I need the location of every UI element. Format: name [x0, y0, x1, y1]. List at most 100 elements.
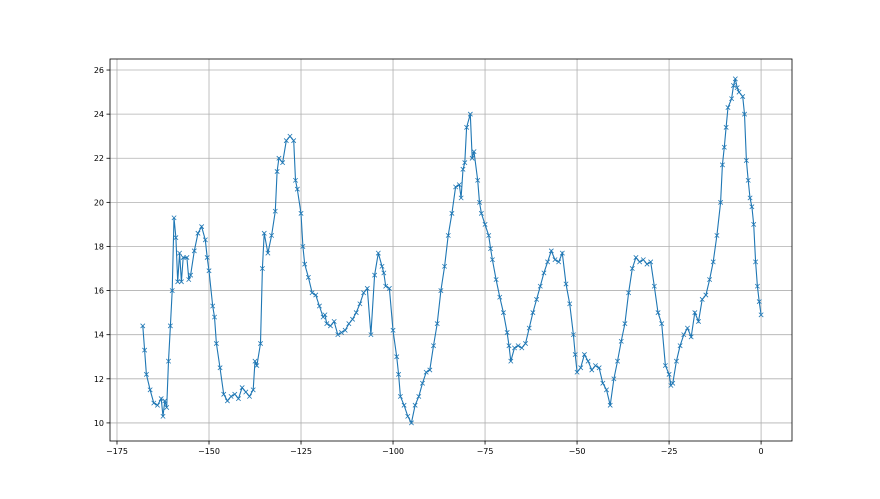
grid [110, 59, 792, 441]
data-point-marker [143, 371, 149, 377]
data-point-marker [489, 257, 495, 263]
data-point-marker [162, 398, 168, 404]
data-point-marker [269, 232, 275, 238]
data-point-marker [394, 354, 400, 360]
data-point-marker [232, 391, 238, 397]
x-tick-label: −25 [661, 447, 678, 456]
data-point-marker [730, 82, 736, 88]
data-point-marker [191, 248, 197, 254]
data-point-marker [324, 321, 330, 327]
data-point-marker [548, 248, 554, 254]
x-tick-label: 0 [759, 447, 764, 456]
data-point-marker [202, 237, 208, 243]
data-point-marker [662, 363, 668, 369]
data-point-marker [247, 393, 252, 399]
data-point-marker [250, 387, 256, 393]
data-point-marker [749, 204, 755, 210]
data-point-marker [235, 396, 241, 402]
data-point-marker [508, 358, 514, 364]
data-point-marker [751, 221, 757, 227]
data-point-marker [228, 393, 234, 399]
data-point-marker [719, 162, 725, 168]
data-point-marker [666, 371, 672, 377]
data-point-marker [177, 250, 183, 256]
data-point-marker [217, 365, 223, 371]
data-point-marker [559, 250, 565, 256]
data-point-marker [707, 277, 713, 283]
data-point-marker [640, 257, 646, 263]
data-point-marker [729, 96, 735, 102]
y-tick-label: 14 [94, 331, 104, 340]
data-point-marker [442, 263, 448, 269]
data-point-marker [379, 263, 385, 269]
data-point-marker [313, 292, 319, 298]
data-point-marker [302, 261, 308, 267]
data-point-marker [637, 259, 643, 265]
data-point-marker [618, 338, 624, 344]
data-point-marker [254, 363, 260, 369]
y-tick-label: 22 [94, 154, 104, 163]
ticks: −175 −150 −125 −100 −75 −50 −25 0 10 12 14 16 18 20 22… [94, 66, 764, 456]
data-point-marker [581, 352, 587, 358]
data-point-marker [655, 310, 661, 316]
data-point-marker [523, 341, 529, 346]
data-point-marker [718, 199, 724, 205]
data-point-marker [607, 402, 613, 408]
data-point-marker [460, 166, 466, 172]
data-point-marker [276, 155, 282, 161]
data-point-marker [361, 290, 367, 296]
data-point-marker [142, 347, 148, 353]
y-tick-label: 18 [94, 242, 104, 251]
data-point-marker [515, 343, 521, 349]
data-point-marker [364, 285, 370, 291]
data-point-marker [453, 184, 459, 190]
data-point-marker [574, 369, 580, 375]
data-point-marker [427, 367, 433, 373]
data-point-marker [331, 318, 337, 324]
data-point-marker [721, 144, 727, 150]
x-tick-label: −150 [198, 447, 220, 456]
data-point-marker [431, 343, 437, 349]
data-point-marker [405, 413, 411, 419]
data-point-marker [166, 358, 172, 364]
x-tick-label: −50 [569, 447, 586, 456]
data-point-marker [512, 345, 517, 351]
data-point-marker [589, 367, 595, 373]
data-point-marker [339, 330, 344, 335]
data-point-marker [703, 292, 709, 298]
data-point-marker [221, 391, 227, 397]
x-tick-label: −125 [290, 447, 312, 456]
y-tick-label: 12 [94, 375, 104, 384]
data-point-marker [633, 255, 639, 260]
data-point-marker [552, 257, 558, 263]
data-point-marker [408, 420, 414, 426]
data-point-marker [419, 380, 425, 386]
data-point-marker [692, 310, 698, 316]
data-point-marker [506, 343, 512, 349]
data-point-marker [353, 310, 359, 316]
data-point-marker [714, 232, 720, 238]
data-point-marker [497, 294, 503, 300]
data-point-marker [710, 259, 716, 265]
data-point-marker [300, 243, 306, 249]
data-point-marker [258, 341, 264, 346]
data-point-marker [541, 270, 547, 276]
data-point-marker [449, 210, 455, 216]
y-tick-label: 10 [94, 419, 104, 428]
data-point-marker [434, 321, 440, 327]
data-point-marker [195, 230, 201, 236]
data-point-marker [169, 288, 175, 294]
data-point-marker [592, 363, 598, 369]
data-point-marker [171, 215, 177, 221]
data-point-marker [469, 155, 475, 161]
data-point-marker [316, 303, 322, 309]
data-point-marker [188, 272, 194, 278]
x-tick-label: −75 [477, 447, 494, 456]
data-point-marker [283, 138, 289, 144]
series [140, 76, 764, 426]
data-point-marker [294, 186, 300, 192]
data-point-marker [688, 334, 694, 340]
data-point-marker [180, 255, 186, 260]
data-point-marker [519, 345, 525, 351]
